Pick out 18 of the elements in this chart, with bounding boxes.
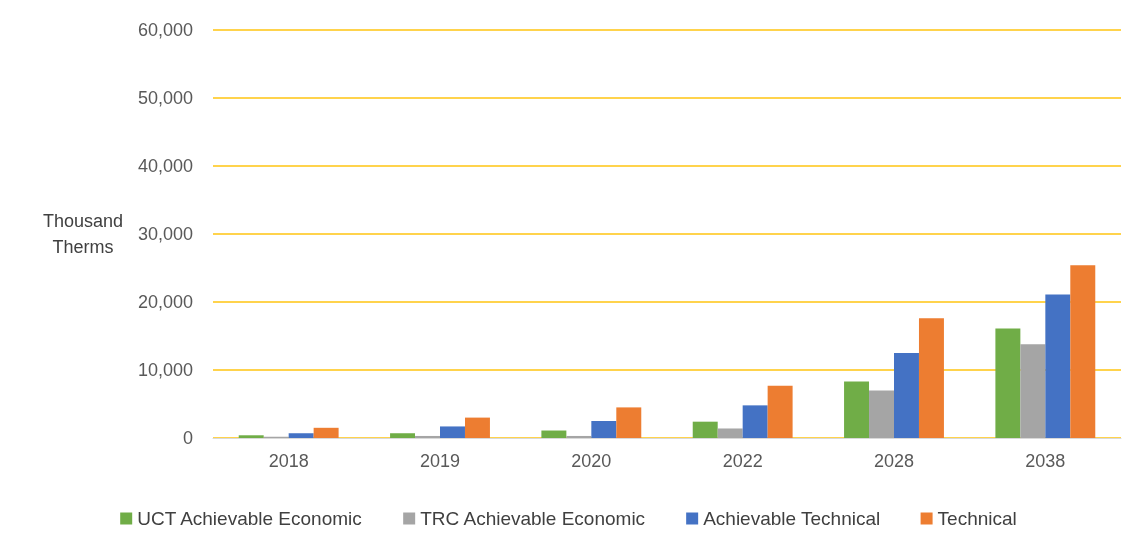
- legend-label: TRC Achievable Economic: [420, 508, 646, 529]
- x-tick-label: 2028: [873, 451, 915, 471]
- y-tick-label: 60,000: [137, 20, 193, 40]
- x-tick-label: 2022: [722, 451, 763, 471]
- y-tick-label: 10,000: [137, 360, 193, 380]
- y-tick-label: 40,000: [137, 156, 193, 176]
- y-tick-label: 0: [182, 428, 193, 448]
- y-tick-label: 20,000: [137, 292, 193, 312]
- legend-label: Technical: [937, 508, 1017, 529]
- y-tick-label: 30,000: [137, 224, 193, 244]
- x-tick-label: 2020: [571, 451, 612, 471]
- legend-label: UCT Achievable Economic: [137, 508, 362, 529]
- legend-label: Achievable Technical: [703, 508, 881, 529]
- y-axis-title: Thousand Therms: [42, 211, 124, 257]
- x-tick-label: 2019: [419, 451, 461, 471]
- x-tick-label: 2018: [268, 451, 309, 471]
- y-tick-label: 50,000: [137, 88, 193, 108]
- x-tick-label: 2038: [1025, 451, 1066, 471]
